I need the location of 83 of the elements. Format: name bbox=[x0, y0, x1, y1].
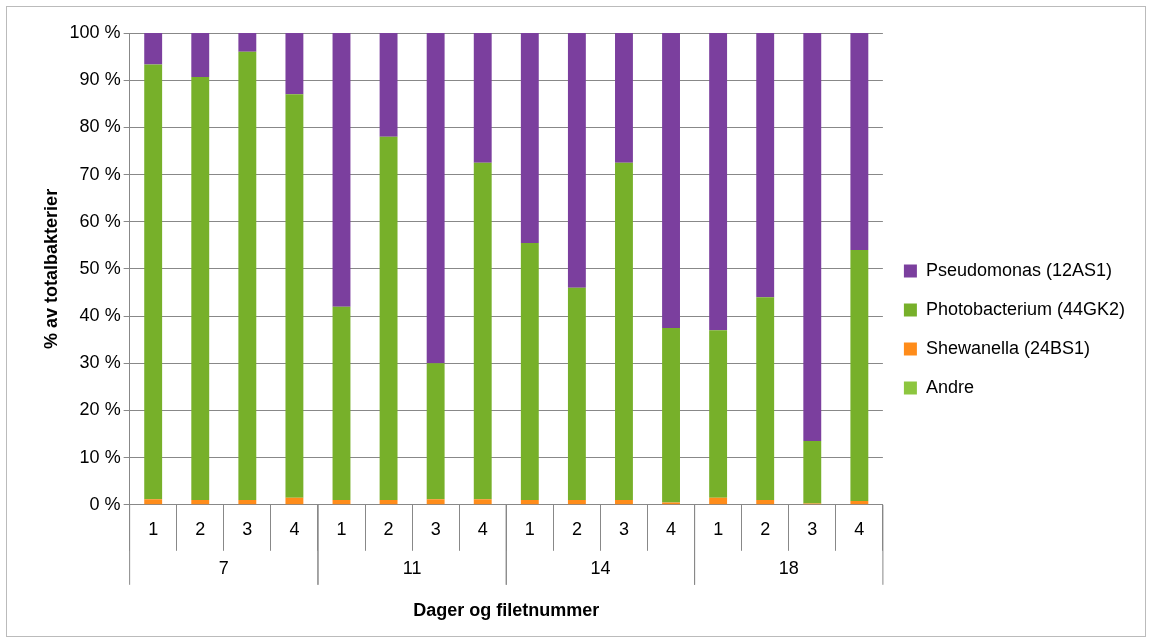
y-tick-label: 80 % bbox=[79, 116, 121, 137]
x-tick-label: 3 bbox=[807, 518, 818, 539]
x-tick-label: 2 bbox=[571, 518, 582, 539]
bar bbox=[285, 497, 304, 505]
legend-label: Andre bbox=[925, 376, 974, 397]
y-tick-label: 50 % bbox=[79, 257, 121, 278]
bar bbox=[662, 327, 680, 503]
bar bbox=[144, 64, 163, 500]
bar bbox=[662, 33, 680, 328]
bar bbox=[332, 306, 351, 501]
bar bbox=[144, 499, 163, 505]
bar bbox=[709, 330, 728, 498]
bar bbox=[426, 499, 445, 505]
y-tick-label: 70 % bbox=[79, 163, 121, 184]
bar bbox=[379, 33, 398, 137]
y-tick-label: 100 % bbox=[69, 21, 121, 42]
bar bbox=[709, 497, 728, 505]
legend-label: Photobacterium (44GK2) bbox=[925, 298, 1126, 319]
bar bbox=[473, 162, 492, 500]
bar bbox=[332, 500, 351, 505]
x-tick-label: 2 bbox=[195, 518, 206, 539]
text: 11 bbox=[402, 557, 422, 578]
y-tick-label: 10 % bbox=[79, 446, 121, 467]
text: 7 bbox=[218, 557, 229, 578]
bar bbox=[803, 33, 822, 442]
bar bbox=[238, 500, 257, 505]
y-tick-label: 20 % bbox=[79, 399, 121, 420]
x-tick-label: 2 bbox=[760, 518, 771, 539]
bar bbox=[756, 297, 775, 501]
bar bbox=[520, 33, 539, 243]
legend-label: Pseudomonas (12AS1) bbox=[925, 259, 1113, 280]
x-tick-label: 2 bbox=[383, 518, 394, 539]
y-tick-label: 40 % bbox=[79, 305, 121, 326]
bar bbox=[191, 500, 210, 505]
bar bbox=[379, 136, 398, 501]
x-tick-label: 4 bbox=[289, 518, 300, 539]
y-tick-label: 90 % bbox=[79, 69, 121, 90]
y-tick-label: 30 % bbox=[79, 352, 121, 373]
x-tick-label: 1 bbox=[524, 518, 535, 539]
y-tick-label: 0 % bbox=[89, 493, 121, 514]
bar bbox=[615, 33, 633, 163]
bar bbox=[426, 33, 445, 364]
x-tick-label: 4 bbox=[854, 518, 865, 539]
text: 14 bbox=[590, 557, 611, 578]
y-tick-label: 60 % bbox=[79, 210, 121, 231]
bar bbox=[615, 500, 633, 505]
bar bbox=[238, 51, 257, 501]
bar bbox=[567, 287, 586, 501]
bar bbox=[803, 441, 822, 504]
x-tick-label: 4 bbox=[477, 518, 488, 539]
bar bbox=[238, 33, 257, 52]
x-tick-label: 1 bbox=[336, 518, 347, 539]
bar bbox=[144, 33, 163, 65]
bar bbox=[285, 33, 304, 95]
bar bbox=[520, 242, 539, 501]
x-tick-label: 3 bbox=[242, 518, 253, 539]
x-tick-label: 1 bbox=[148, 518, 159, 539]
bar bbox=[520, 500, 539, 505]
bar bbox=[850, 33, 869, 251]
bar bbox=[191, 33, 210, 77]
legend-label: Shewanella (24BS1) bbox=[925, 337, 1091, 358]
x-tick-label: 3 bbox=[618, 518, 629, 539]
bar bbox=[709, 33, 728, 331]
bar bbox=[473, 33, 492, 163]
bar bbox=[379, 500, 398, 505]
x-tick-label: 4 bbox=[666, 518, 677, 539]
x-tick-label: 3 bbox=[430, 518, 441, 539]
bar bbox=[191, 76, 210, 501]
x-tick-label: 1 bbox=[713, 518, 724, 539]
bar bbox=[473, 499, 492, 505]
y-axis-title: % av totalbakterier bbox=[40, 188, 61, 349]
bar bbox=[615, 162, 633, 501]
bar bbox=[567, 500, 586, 505]
text: 18 bbox=[778, 557, 799, 578]
bar bbox=[756, 500, 775, 505]
x-axis-title: Dager og filetnummer bbox=[413, 600, 600, 621]
bar bbox=[850, 501, 869, 505]
bar bbox=[756, 33, 775, 298]
bar bbox=[285, 94, 304, 498]
bar bbox=[567, 33, 586, 288]
bar bbox=[426, 363, 445, 500]
bar bbox=[850, 250, 869, 502]
bar bbox=[332, 33, 351, 307]
